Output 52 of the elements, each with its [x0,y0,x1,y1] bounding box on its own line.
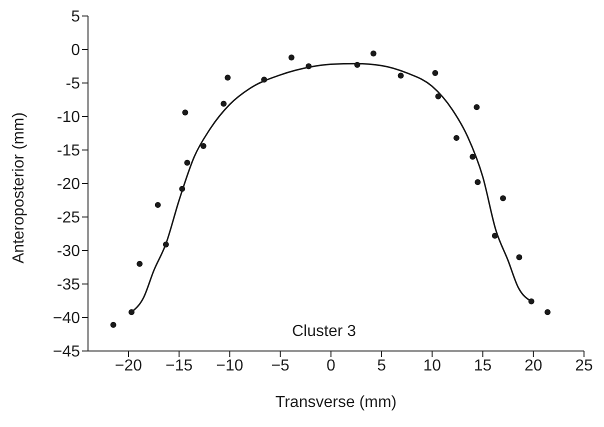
x-tick-label: 15 [474,357,492,374]
point [354,62,360,68]
x-tick-label: −10 [216,357,244,374]
y-tick-label: −45 [52,344,80,361]
point [200,142,206,149]
y-tick-label: 0 [71,42,80,60]
point [516,254,522,260]
x-axis-title: Transverse (mm) [275,394,397,411]
point [154,202,161,208]
point [179,186,186,192]
point [306,63,312,70]
point [500,195,506,202]
x-tick-label: −15 [166,357,193,374]
point [182,109,188,116]
point [435,93,442,100]
point [128,309,135,316]
point [544,309,551,316]
y-axis-title: Anteroposterior (mm) [10,112,28,264]
point [474,179,481,186]
point [470,154,476,160]
point [432,70,438,76]
y-tick-label: -35 [56,276,80,294]
point [162,241,169,248]
y-tick-label: -20 [56,176,80,194]
point [528,298,534,304]
y-tick-label: -10 [56,109,80,126]
point [474,104,480,110]
y-tick-label: -25 [56,210,80,227]
annotation: Cluster 3 [292,323,356,341]
x-tick-label: 5 [377,357,386,374]
point [398,72,404,79]
y-tick-label: 5 [71,8,80,26]
y-tick-label: −40 [52,310,80,328]
point [136,260,143,267]
point [288,54,294,61]
x-tick-label: 0 [326,357,336,374]
x-tick-label: 10 [423,357,442,374]
point [110,322,116,328]
point [370,50,376,57]
y-tick-label: -30 [56,243,80,260]
x-tick-label: −5 [271,357,290,374]
point [453,134,460,141]
point [261,76,268,83]
x-tick-label: −20 [114,357,142,374]
point [224,74,231,81]
y-tick-label: -15 [56,142,80,160]
point [492,232,498,239]
y-tick-label: -5 [66,76,80,93]
x-tick-label: 25 [575,357,593,374]
point [184,160,190,166]
point [220,100,227,107]
x-tick-label: 20 [524,357,542,374]
